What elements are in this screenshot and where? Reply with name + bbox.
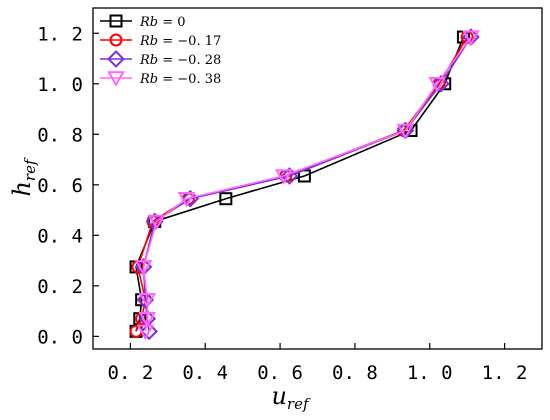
x-axis-label-sub: ref — [287, 395, 311, 413]
y-tick-label: 0. 2 — [37, 276, 83, 298]
axis-ticks: 0. 2 0. 4 0. 6 0. 8 1. 0 1. 2 0. 0 0. 2 0. 4 0. 6… — [37, 23, 527, 384]
series-line — [135, 36, 465, 332]
legend-entry-1: Rb = −0. 17 — [100, 33, 221, 49]
data-point — [274, 169, 293, 185]
legend-label-var: Rb — [139, 53, 158, 68]
plot-frame — [92, 7, 543, 350]
legend-label-value: = −0. 38 — [158, 72, 221, 87]
y-tick-label: 1. 0 — [37, 74, 83, 96]
y-tick-label: 0. 6 — [37, 175, 83, 197]
legend-label: Rb = −0. 38 — [139, 72, 221, 87]
x-axis-label: uref — [271, 382, 311, 413]
x-tick-label: 0. 2 — [108, 362, 154, 384]
legend-entry-3: Rb = −0. 38 — [100, 71, 221, 87]
y-axis-label-main: h — [8, 181, 36, 196]
data-point — [138, 293, 157, 309]
legend-label-value: = 0 — [158, 15, 185, 30]
series-3 — [134, 30, 480, 341]
x-axis-label-main: u — [271, 382, 286, 410]
data-point — [462, 30, 480, 46]
y-tick-label: 1. 2 — [37, 23, 83, 45]
x-tick-label: 1. 2 — [482, 362, 528, 384]
legend-label: Rb = 0 — [139, 15, 186, 30]
data-point — [109, 14, 123, 28]
legend-entry-0: Rb = 0 — [100, 14, 186, 30]
legend-label-var: Rb — [139, 34, 158, 49]
y-tick-label: 0. 0 — [37, 326, 83, 348]
data-point — [136, 324, 155, 341]
legend-entry-2: Rb = −0. 28 — [100, 50, 221, 68]
data-point — [107, 50, 125, 68]
x-tick-label: 0. 4 — [182, 362, 228, 384]
data-point — [107, 71, 125, 87]
data-point — [432, 74, 450, 93]
data-point — [147, 214, 166, 231]
x-tick-label: 0. 8 — [332, 362, 378, 384]
y-axis-label: href — [8, 157, 39, 197]
data-point — [396, 123, 415, 140]
series-line — [142, 36, 472, 332]
data-point — [134, 260, 153, 276]
series-layer — [129, 28, 480, 341]
data-point — [138, 311, 157, 328]
data-point — [219, 192, 233, 206]
x-tick-label: 1. 0 — [407, 362, 453, 384]
y-axis-label-sub: ref — [21, 157, 39, 181]
data-point — [140, 322, 158, 341]
y-tick-label: 0. 4 — [37, 225, 83, 247]
data-point — [280, 167, 299, 185]
data-point — [136, 290, 155, 309]
legend-label: Rb = −0. 17 — [139, 34, 221, 49]
data-point — [109, 33, 123, 47]
legend-label-value: = −0. 28 — [158, 53, 221, 68]
data-point — [428, 77, 447, 93]
data-point — [177, 191, 196, 208]
legend-label-var: Rb — [139, 15, 158, 30]
legend-label-var: Rb — [139, 72, 158, 87]
legend-label-value: = −0. 17 — [158, 34, 221, 49]
legend-label: Rb = −0. 28 — [139, 53, 221, 68]
x-tick-label: 0. 6 — [257, 362, 303, 384]
y-tick-label: 0. 8 — [37, 124, 83, 146]
